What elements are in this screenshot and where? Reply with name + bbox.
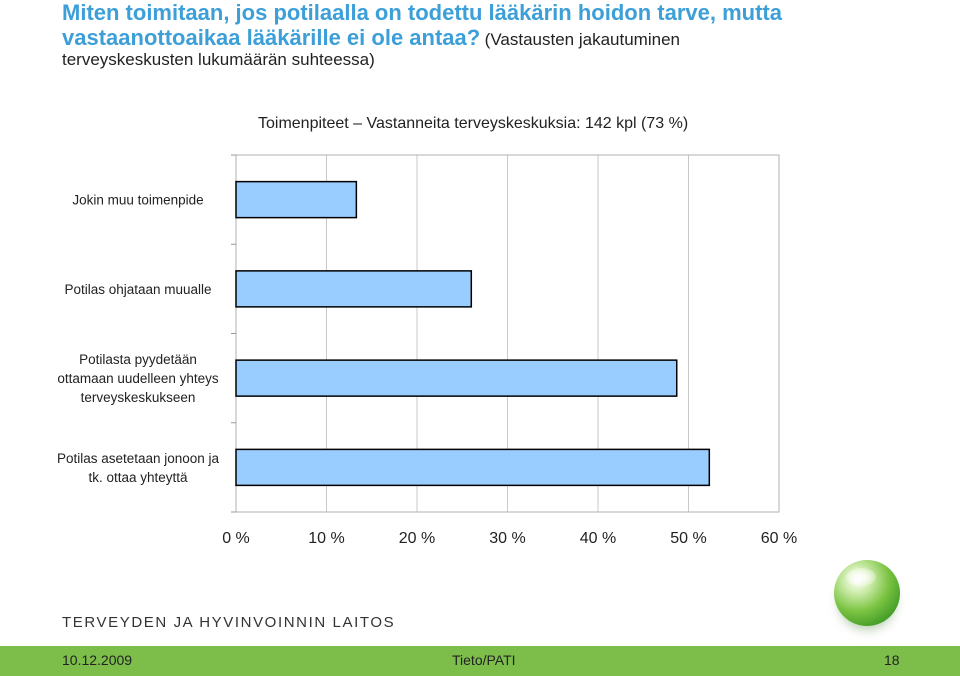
bar bbox=[235, 359, 678, 397]
category-label: terveyskeskukseen bbox=[81, 390, 196, 405]
footer-bar bbox=[0, 646, 960, 676]
bar bbox=[235, 180, 358, 219]
x-tick-label: 0 % bbox=[222, 530, 250, 547]
footer-date: 10.12.2009 bbox=[62, 652, 133, 668]
bar-chart: Jokin muu toimenpide Potilas ohjataan muu… bbox=[57, 154, 797, 547]
x-tick-label: 10 % bbox=[308, 530, 344, 547]
bar bbox=[235, 448, 711, 487]
x-tick-label: 30 % bbox=[489, 530, 525, 547]
category-label: ottamaan uudelleen yhteys bbox=[57, 371, 219, 386]
category-label: Potilas ohjataan muualle bbox=[64, 282, 211, 297]
bar bbox=[235, 270, 473, 308]
category-label: Jokin muu toimenpide bbox=[72, 193, 203, 208]
slide-title: Miten toimitaan, jos potilaalla on todet… bbox=[62, 2, 952, 52]
chart-title: Toimenpiteet – Vastanneita terveyskeskuk… bbox=[258, 115, 689, 132]
slide-title-note: (Vastausten jakautuminen bbox=[484, 30, 680, 49]
x-tick-label: 20 % bbox=[399, 530, 435, 547]
x-tick-label: 50 % bbox=[670, 530, 706, 547]
x-tick-label: 40 % bbox=[580, 530, 616, 547]
category-label: tk. ottaa yhteyttä bbox=[88, 470, 188, 485]
category-label: Potilas asetetaan jonoon ja bbox=[57, 451, 220, 466]
logo-highlight bbox=[846, 568, 876, 586]
slide-title-main: Miten toimitaan, jos potilaalla on todet… bbox=[62, 0, 782, 50]
category-label: Potilasta pyydetään bbox=[79, 352, 197, 367]
slide-title-note-line2: terveyskeskusten lukumäärän suhteessa) bbox=[62, 50, 375, 69]
footer-center: Tieto/PATI bbox=[452, 652, 516, 668]
x-tick-label: 60 % bbox=[761, 530, 797, 547]
page-number: 18 bbox=[884, 652, 900, 668]
organization-name: TERVEYDEN JA HYVINVOINNIN LAITOS bbox=[62, 614, 396, 631]
